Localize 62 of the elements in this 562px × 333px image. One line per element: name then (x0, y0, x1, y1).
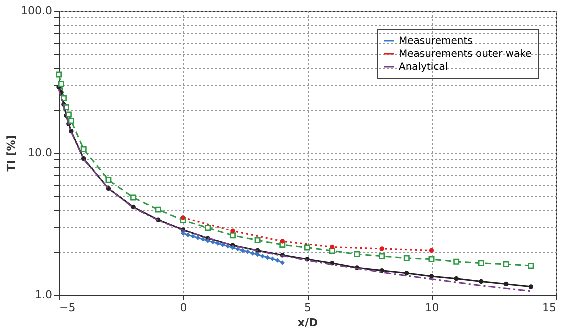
point (230, 232, 236, 239)
point (380, 246, 384, 252)
point (528, 263, 534, 270)
point (240, 248, 246, 254)
point (206, 238, 210, 244)
point (230, 228, 236, 234)
x-tick-label: 15 (542, 302, 556, 314)
point (504, 282, 509, 287)
point (404, 255, 410, 262)
point (254, 238, 261, 244)
point (66, 112, 72, 118)
point (196, 236, 201, 240)
point (130, 194, 137, 201)
point (479, 279, 484, 284)
point (260, 254, 266, 259)
point (180, 216, 186, 220)
point (429, 274, 434, 279)
point (280, 260, 285, 266)
point (155, 206, 162, 213)
point (454, 258, 460, 265)
point (454, 276, 459, 282)
point (210, 240, 216, 245)
y-tick-label: 10.0 (28, 146, 52, 160)
point (478, 260, 484, 266)
x-tick-label: 0 (180, 302, 188, 314)
point (58, 81, 64, 88)
point (528, 284, 534, 290)
point (246, 250, 250, 254)
point (428, 256, 435, 262)
y-tick-label: 1.0 (35, 288, 52, 302)
point (56, 72, 62, 78)
point (68, 118, 74, 124)
point (250, 251, 256, 256)
point (200, 237, 206, 242)
point (280, 239, 285, 244)
x-tick-label: −5 (60, 302, 76, 314)
x-tick-label: 5 (304, 302, 312, 314)
point (379, 253, 386, 260)
point (80, 146, 87, 152)
point (429, 248, 434, 254)
y-axis-title: TI [%] (5, 135, 18, 172)
point (180, 231, 186, 236)
x-tick-label: 10 (425, 302, 440, 314)
point (265, 255, 270, 260)
point (205, 225, 212, 232)
point (404, 271, 410, 276)
legend-label: Measurements outer wake (399, 49, 532, 60)
point (304, 244, 310, 251)
point (503, 261, 510, 268)
point (275, 258, 280, 263)
x-axis-title: x/D (298, 316, 318, 330)
point (330, 244, 335, 250)
point (270, 256, 276, 262)
point (106, 177, 112, 184)
legend-label: Measurements (399, 36, 473, 47)
point (255, 252, 260, 258)
point (186, 232, 191, 238)
y-tick-label: 100.0 (21, 4, 52, 18)
point (190, 234, 196, 239)
point (354, 251, 360, 258)
legend-label: Analytical (399, 62, 448, 73)
point (216, 241, 220, 246)
